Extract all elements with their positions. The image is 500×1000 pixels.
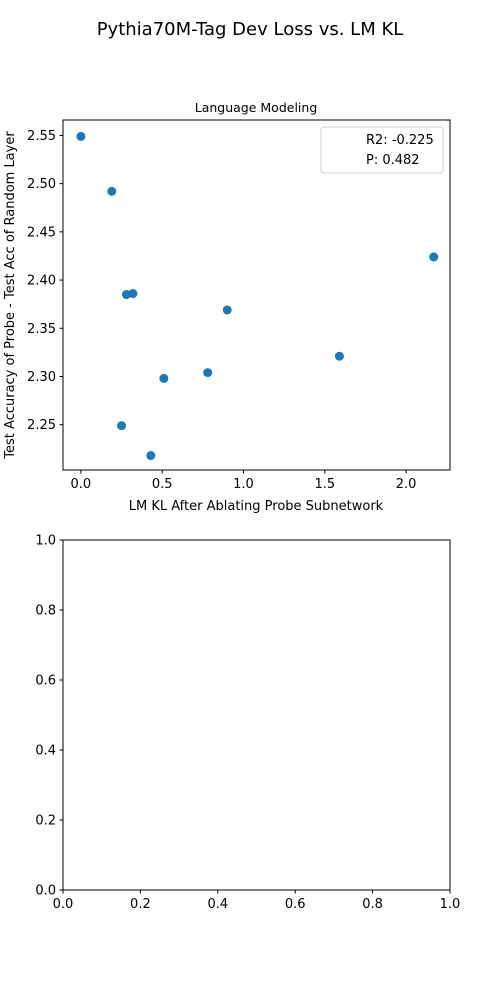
top-x-ticks: 0.0 0.5 1.0 1.5 2.0	[71, 470, 417, 492]
data-point	[107, 186, 117, 196]
y-tick-label: 0.4	[35, 744, 56, 759]
y-tick-label: 0.0	[35, 884, 56, 899]
y-tick-label: 0.2	[35, 814, 56, 829]
x-tick-label: 2.0	[396, 477, 417, 492]
figure-suptitle: Pythia70M-Tag Dev Loss vs. LM KL	[97, 19, 404, 40]
x-tick-label: 0.8	[362, 897, 383, 912]
y-tick-label: 2.30	[27, 370, 56, 385]
x-tick-label: 0.6	[285, 897, 306, 912]
data-point	[117, 421, 127, 431]
y-tick-label: 2.25	[27, 418, 56, 433]
legend-entry-r2: R2: -0.225	[366, 133, 434, 148]
y-tick-label: 1.0	[35, 534, 56, 549]
data-point	[159, 373, 169, 383]
data-point	[334, 351, 344, 361]
bottom-y-ticks: 0.0 0.2 0.4 0.6 0.8 1.0	[35, 534, 63, 899]
data-point	[222, 305, 232, 315]
x-tick-label: 1.5	[314, 477, 335, 492]
x-tick-label: 0.0	[53, 897, 74, 912]
data-point	[203, 368, 213, 378]
legend-entry-p: P: 0.482	[366, 153, 420, 168]
top-plot-title: Language Modeling	[195, 100, 318, 115]
y-tick-label: 0.8	[35, 604, 56, 619]
y-tick-label: 0.6	[35, 674, 56, 689]
y-tick-label: 2.35	[27, 322, 56, 337]
bottom-x-ticks: 0.0 0.2 0.4 0.6 0.8 1.0	[53, 890, 461, 912]
x-tick-label: 1.0	[440, 897, 461, 912]
x-tick-label: 1.0	[233, 477, 254, 492]
bottom-empty-plot: 0.0 0.2 0.4 0.6 0.8 1.0 0.0 0.2 0.4 0.6 0.8 1.0	[35, 534, 460, 913]
data-point	[76, 131, 86, 141]
data-point	[146, 451, 156, 461]
y-tick-label: 2.50	[27, 177, 56, 192]
top-scatter-plot: Language Modeling 0.0 0.5 1.0 1.5 2.0 2.252.…	[3, 100, 451, 514]
scatter-points	[76, 131, 439, 461]
legend: R2: -0.225 P: 0.482	[320, 126, 444, 174]
top-plot-frame	[62, 119, 451, 471]
data-point	[429, 252, 439, 262]
x-tick-label: 0.0	[71, 477, 92, 492]
x-tick-label: 0.4	[207, 897, 228, 912]
bottom-plot-frame	[62, 539, 451, 891]
x-tick-label: 0.5	[152, 477, 173, 492]
legend-box	[320, 126, 444, 174]
top-y-ticks: 2.25 2.30 2.35 2.40 2.45 2.50 2.55	[27, 129, 63, 433]
y-tick-label: 2.45	[27, 225, 56, 240]
top-y-axis-label: Test Accuracy of Probe - Test Acc of Ran…	[3, 131, 18, 460]
data-point	[128, 289, 138, 299]
top-x-axis-label: LM KL After Ablating Probe Subnetwork	[129, 499, 384, 514]
y-tick-label: 2.40	[27, 274, 56, 289]
y-tick-label: 2.55	[27, 129, 56, 144]
x-tick-label: 0.2	[130, 897, 151, 912]
